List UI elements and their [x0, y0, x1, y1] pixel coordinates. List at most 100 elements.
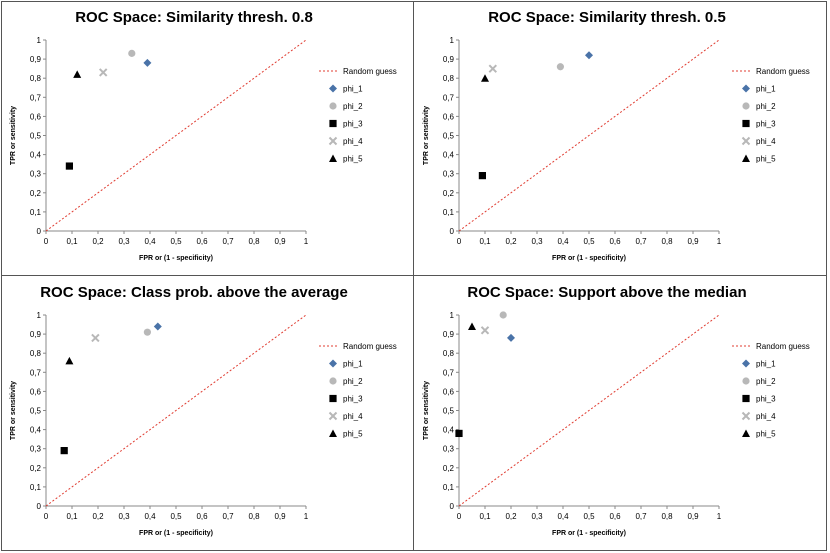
- x-tick-label: 0,1: [66, 237, 78, 246]
- y-tick-label: 0,2: [30, 189, 42, 198]
- data-point-phi-4: [488, 64, 498, 73]
- y-tick-label: 0,4: [443, 426, 455, 435]
- legend-phi-3-label: phi_3: [343, 395, 363, 404]
- data-point-phi-4: [98, 68, 108, 77]
- x-tick-label: 0: [457, 512, 462, 521]
- legend-random-guess-label: Random guess: [756, 67, 810, 76]
- x-tick-label: 0,4: [144, 512, 156, 521]
- x-tick-label: 0,5: [583, 237, 595, 246]
- chart-title: ROC Space: Class prob. above the average: [40, 284, 348, 301]
- y-tick-label: 0,8: [443, 349, 455, 358]
- legend-phi-2-swatch: [742, 102, 750, 110]
- x-tick-label: 0,3: [531, 237, 543, 246]
- legend-phi-2-label: phi_2: [343, 102, 363, 111]
- x-tick-label: 0,9: [687, 512, 699, 521]
- data-point-phi-3: [60, 447, 68, 455]
- y-tick-label: 0: [450, 227, 455, 236]
- x-tick-label: 1: [717, 512, 722, 521]
- roc-panel-similarity-0-8: ROC Space: Similarity thresh. 0.8 0 0 0,1 0,…: [1, 1, 413, 275]
- x-tick-label: 0: [44, 237, 49, 246]
- y-tick-label: 0,1: [443, 483, 455, 492]
- legend-phi-1-label: phi_1: [343, 360, 363, 369]
- x-tick-label: 0,8: [661, 512, 673, 521]
- legend-phi-2-label: phi_2: [343, 377, 363, 386]
- y-tick-label: 0,5: [443, 132, 455, 141]
- legend-phi-2-label: phi_2: [756, 377, 776, 386]
- y-tick-label: 0,7: [30, 93, 42, 102]
- x-tick-label: 0,4: [557, 237, 569, 246]
- chart-title: ROC Space: Support above the median: [467, 284, 746, 301]
- legend-phi-2-swatch: [329, 102, 337, 110]
- y-tick-label: 0,6: [443, 112, 455, 121]
- x-axis-label: FPR or (1 - specificity): [552, 255, 626, 262]
- y-tick-label: 0,2: [443, 189, 455, 198]
- random-guess-line: [45, 314, 307, 507]
- y-tick-label: 0,7: [443, 368, 455, 377]
- x-tick-label: 0,6: [609, 512, 621, 521]
- y-tick-label: 0,3: [443, 445, 455, 454]
- y-tick-label: 0,7: [443, 93, 455, 102]
- x-tick-label: 0,2: [92, 237, 104, 246]
- y-tick-label: 0,6: [443, 387, 455, 396]
- y-axis-label: TPR or sensitivity: [423, 106, 430, 165]
- x-axis-label: FPR or (1 - specificity): [139, 530, 213, 537]
- x-tick-label: 0,3: [118, 237, 130, 246]
- y-tick-label: 1: [450, 311, 455, 320]
- legend-phi-5-label: phi_5: [343, 430, 363, 439]
- roc-chart-3: ROC Space: Class prob. above the average…: [10, 284, 397, 537]
- data-point-phi-1: [153, 322, 162, 331]
- data-point-phi-1: [507, 333, 515, 342]
- x-tick-label: 0,2: [505, 512, 517, 521]
- data-point-phi-5: [481, 74, 489, 82]
- legend-phi-2-swatch: [329, 377, 337, 385]
- y-tick-label: 0,1: [30, 208, 42, 217]
- data-point-phi-3: [65, 162, 73, 170]
- y-tick-label: 0,5: [443, 407, 455, 416]
- x-tick-label: 0,1: [479, 512, 491, 521]
- y-axis-label: TPR or sensitivity: [10, 381, 17, 440]
- legend-phi-5-label: phi_5: [756, 155, 776, 164]
- x-tick-label: 0,2: [92, 512, 104, 521]
- y-tick-label: 0,2: [443, 464, 455, 473]
- data-point-phi-1: [585, 51, 593, 60]
- random-guess-line: [458, 39, 720, 232]
- y-tick-label: 0,7: [30, 368, 42, 377]
- x-tick-label: 0,6: [196, 512, 208, 521]
- y-tick-label: 0: [37, 227, 42, 236]
- x-tick-label: 0,4: [557, 512, 569, 521]
- legend-phi-4-label: phi_4: [756, 137, 776, 146]
- legend-phi-3-label: phi_3: [756, 120, 776, 129]
- legend-phi-4-swatch: [741, 136, 751, 146]
- y-tick-label: 0: [37, 502, 42, 511]
- roc-panel-similarity-0-5: ROC Space: Similarity thresh. 0.5 0 0 0,1 0,…: [414, 1, 826, 275]
- data-point-phi-2: [128, 49, 136, 57]
- legend-phi-4-swatch: [328, 136, 338, 146]
- legend-phi-5-label: phi_5: [343, 155, 363, 164]
- y-axis-label: TPR or sensitivity: [423, 381, 430, 440]
- y-tick-label: 0,9: [30, 55, 42, 64]
- y-tick-label: 0,1: [30, 483, 42, 492]
- y-tick-label: 0,8: [30, 74, 42, 83]
- data-point-phi-5: [73, 70, 82, 78]
- y-tick-label: 0,5: [30, 132, 42, 141]
- legend-random-guess-label: Random guess: [343, 67, 397, 76]
- legend-random-guess-label: Random guess: [343, 342, 397, 351]
- y-tick-label: 0: [450, 502, 455, 511]
- y-tick-label: 0,8: [443, 74, 455, 83]
- x-tick-label: 0,2: [505, 237, 517, 246]
- x-tick-label: 0,9: [274, 512, 286, 521]
- legend-phi-3-swatch: [329, 119, 337, 128]
- chart-title: ROC Space: Similarity thresh. 0.5: [488, 9, 726, 26]
- x-tick-label: 0,3: [531, 512, 543, 521]
- x-tick-label: 0,1: [479, 237, 491, 246]
- y-tick-label: 0,9: [443, 330, 455, 339]
- chart-title: ROC Space: Similarity thresh. 0.8: [75, 9, 313, 26]
- horizontal-divider: [1, 275, 827, 276]
- data-point-phi-3: [478, 172, 486, 180]
- legend-phi-1-label: phi_1: [756, 360, 776, 369]
- y-tick-label: 1: [37, 36, 42, 45]
- legend-phi-4-label: phi_4: [756, 412, 776, 421]
- legend-phi-5-swatch: [742, 154, 750, 162]
- x-tick-label: 0,7: [635, 237, 647, 246]
- legend-phi-5-swatch: [742, 429, 750, 437]
